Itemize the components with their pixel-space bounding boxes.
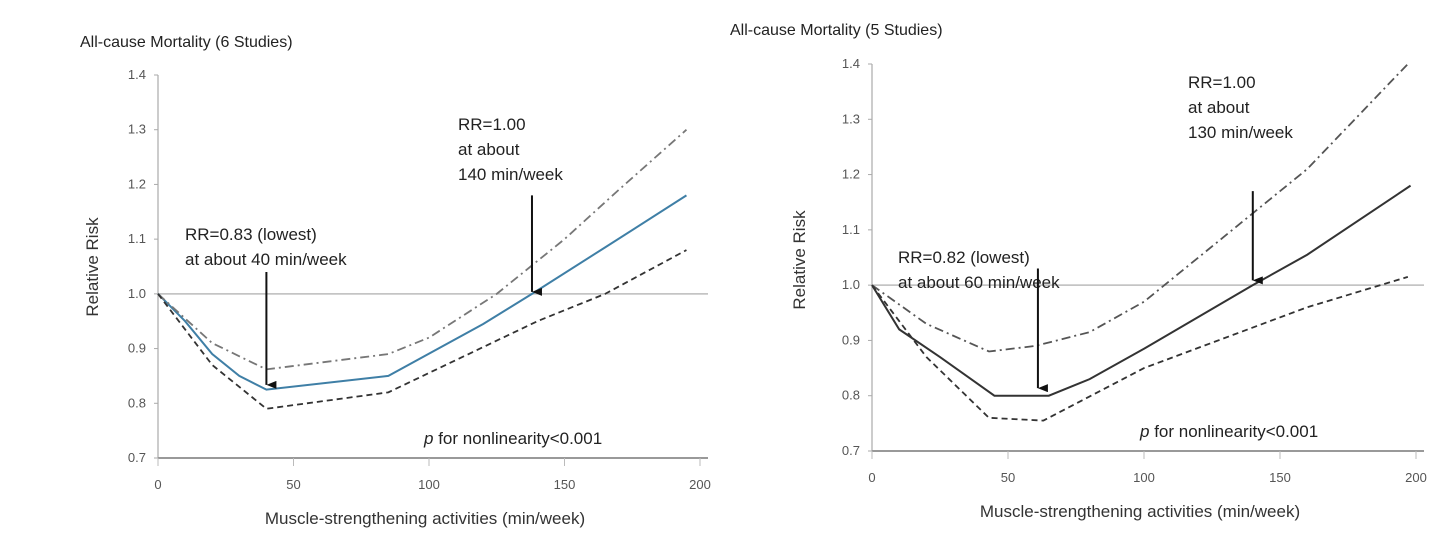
series-line-solid [157,194,687,391]
chart-title: All-cause Mortality (6 Studies) [80,34,293,51]
y-tick-label: 0.8 [128,395,146,410]
chart-title: All-cause Mortality (5 Studies) [730,22,943,39]
y-tick-label: 1.2 [128,176,146,191]
x-tick-label: 150 [554,477,576,492]
y-tick-label: 1.0 [128,286,146,301]
x-tick-label: 150 [1269,470,1291,485]
y-axis-label: Relative Risk [83,217,102,317]
nonlinearity-note: p for nonlinearity<0.001 [423,429,602,448]
y-tick-label: 1.1 [128,231,146,246]
y-tick-label: 0.8 [842,388,860,403]
y-tick-label: 1.4 [842,56,860,71]
annotation-text: RR=1.00 [1188,73,1256,92]
x-tick-label: 200 [1405,470,1427,485]
chart-panel-2: All-cause Mortality (5 Studies) 0.7 0.8 0.9… [730,22,1427,521]
series-line-dashed [871,275,1409,422]
y-tick-label: 1.0 [842,277,860,292]
p-symbol: p [423,429,433,448]
annotation-text: RR=0.82 (lowest) [898,248,1030,267]
x-tick-label: 50 [286,477,300,492]
annotation-text: 130 min/week [1188,123,1293,142]
annotation-text: at about [1188,98,1250,117]
series-line-dashdot [157,129,688,371]
y-tick-label: 1.1 [842,222,860,237]
x-tick-label: 0 [868,470,875,485]
annotation-text: at about 60 min/week [898,273,1060,292]
chart-panel-1: All-cause Mortality (6 Studies) 0.7 0.8 0.9… [80,34,711,528]
y-tick-label: 1.3 [128,122,146,137]
nonlinearity-note: p for nonlinearity<0.001 [1139,422,1318,441]
x-tick-label: 0 [154,477,161,492]
x-tick-label: 100 [1133,470,1155,485]
annotation-text: RR=1.00 [458,115,526,134]
nonlinearity-text: for nonlinearity<0.001 [433,429,602,448]
annotation-text: at about 40 min/week [185,250,347,269]
x-axis-label: Muscle-strengthening activities (min/wee… [980,502,1300,521]
x-tick-label: 100 [418,477,440,492]
nonlinearity-text: for nonlinearity<0.001 [1149,422,1318,441]
series-line-dashdot [871,63,1409,353]
series-line-solid [871,184,1412,397]
y-tick-label: 1.2 [842,167,860,182]
annotation-text: 140 min/week [458,165,563,184]
y-tick-label: 0.7 [128,450,146,465]
x-tick-label: 50 [1001,470,1015,485]
p-symbol: p [1139,422,1149,441]
x-axis-label: Muscle-strengthening activities (min/wee… [265,509,585,528]
annotation-text: RR=0.83 (lowest) [185,225,317,244]
series-line-dashed [157,249,687,410]
y-axis-label: Relative Risk [790,210,809,310]
y-tick-label: 0.9 [842,332,860,347]
y-tick-label: 1.3 [842,111,860,126]
y-tick-label: 0.7 [842,443,860,458]
y-tick-label: 0.9 [128,341,146,356]
y-tick-label: 1.4 [128,67,146,82]
annotation-text: at about [458,140,520,159]
x-tick-label: 200 [689,477,711,492]
